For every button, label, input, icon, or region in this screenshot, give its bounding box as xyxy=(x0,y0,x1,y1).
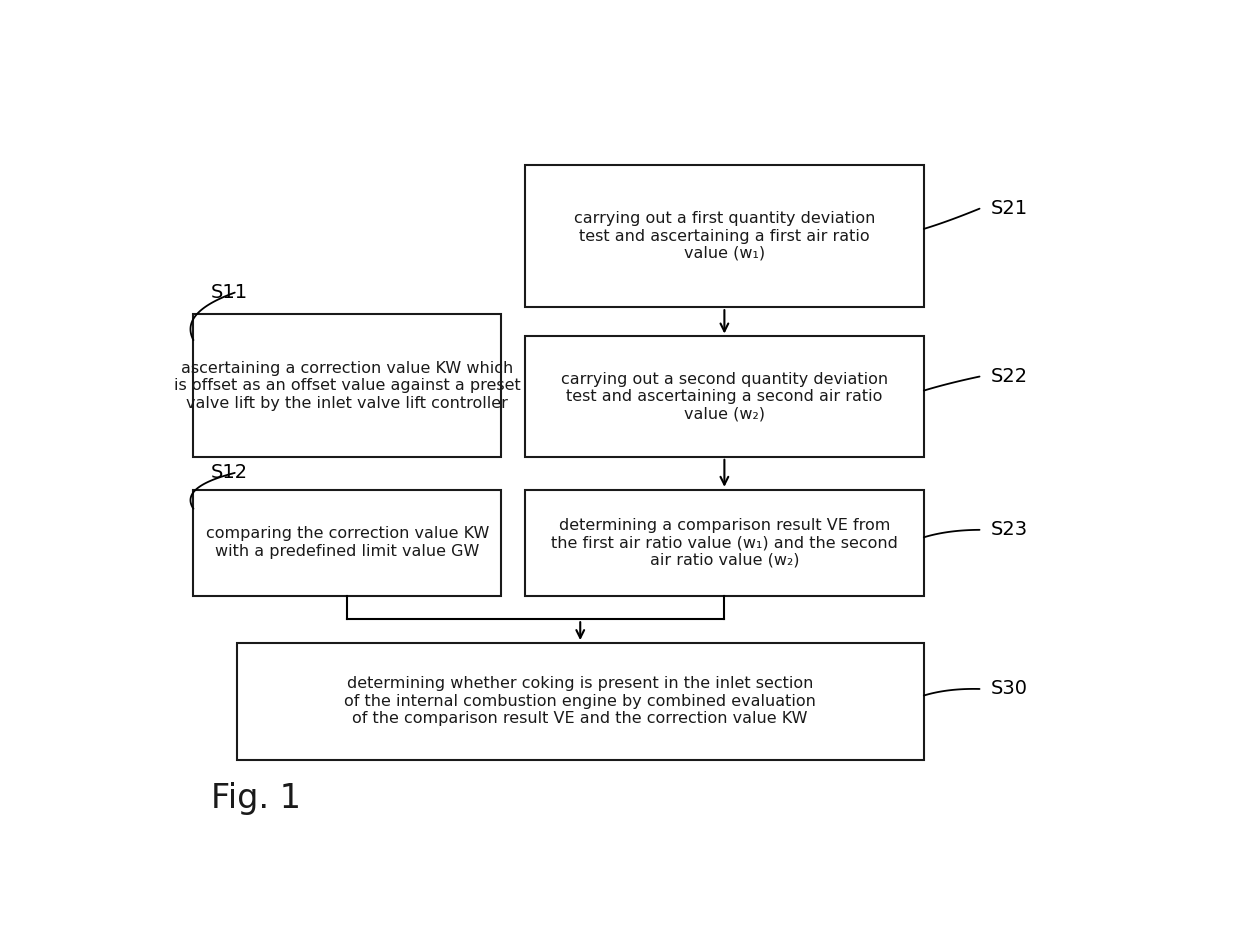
FancyBboxPatch shape xyxy=(525,490,924,595)
FancyBboxPatch shape xyxy=(525,337,924,457)
FancyBboxPatch shape xyxy=(525,165,924,307)
Text: S23: S23 xyxy=(991,520,1028,539)
Text: carrying out a first quantity deviation
test and ascertaining a first air ratio
: carrying out a first quantity deviation … xyxy=(574,211,875,261)
Text: S21: S21 xyxy=(991,199,1028,218)
FancyBboxPatch shape xyxy=(237,643,924,759)
Text: ascertaining a correction value KW which
is offset as an offset value against a : ascertaining a correction value KW which… xyxy=(174,361,521,410)
Text: S22: S22 xyxy=(991,367,1028,386)
Text: S12: S12 xyxy=(211,464,248,483)
FancyBboxPatch shape xyxy=(193,490,501,595)
Text: carrying out a second quantity deviation
test and ascertaining a second air rati: carrying out a second quantity deviation… xyxy=(560,372,888,422)
Text: comparing the correction value KW
with a predefined limit value GW: comparing the correction value KW with a… xyxy=(206,526,489,558)
Text: determining a comparison result VE from
the first air ratio value (w₁) and the s: determining a comparison result VE from … xyxy=(551,518,898,568)
Text: S11: S11 xyxy=(211,283,248,302)
FancyBboxPatch shape xyxy=(193,315,501,457)
Text: S30: S30 xyxy=(991,680,1028,699)
Text: determining whether coking is present in the inlet section
of the internal combu: determining whether coking is present in… xyxy=(345,677,816,726)
Text: Fig. 1: Fig. 1 xyxy=(211,781,301,814)
